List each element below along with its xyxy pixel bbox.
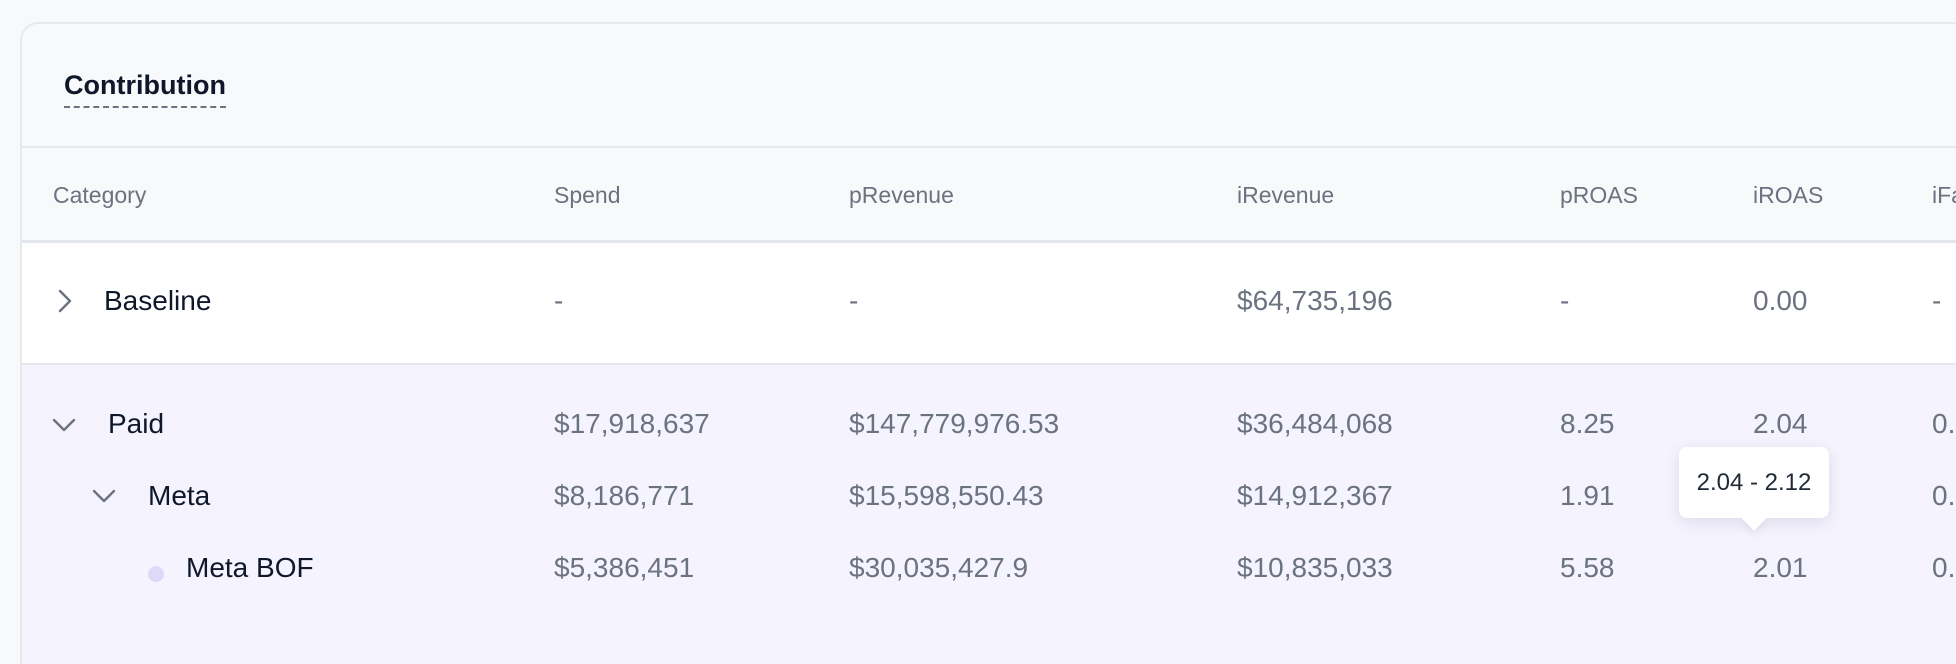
row-name-meta-bof: Meta BOF [186, 552, 314, 583]
cell-irevenue: $10,835,033 [1237, 552, 1393, 583]
cell-proas: 1.91 [1560, 480, 1615, 511]
table-row-paid[interactable]: Paid $17,918,637 $147,779,976.53 $36,484… [22, 365, 1956, 465]
cell-ifa: 0.3 [1932, 408, 1956, 439]
dot-icon [148, 566, 164, 582]
card-header: Contribution [22, 24, 1956, 148]
column-header-prevenue[interactable]: pRevenue [849, 182, 954, 208]
cell-iroas: 2.04 [1753, 408, 1808, 439]
section-title[interactable]: Contribution [64, 70, 226, 108]
row-name-paid: Paid [108, 408, 165, 439]
cell-irevenue: $64,735,196 [1237, 285, 1393, 316]
table-header: Category Spend pRevenue iRevenue pROAS i… [22, 148, 1956, 243]
cell-irevenue: $14,912,367 [1237, 480, 1393, 511]
cell-spend: $8,186,771 [554, 480, 695, 511]
column-header-spend[interactable]: Spend [554, 182, 621, 208]
cell-prevenue: $15,598,550.43 [849, 480, 1044, 511]
cell-ifa: 0.9 [1932, 480, 1956, 511]
column-header-ifa[interactable]: iFa [1932, 182, 1956, 208]
cell-spend: - [554, 285, 564, 316]
cell-iroas: 0.00 [1753, 285, 1808, 316]
column-header-irevenue[interactable]: iRevenue [1237, 182, 1335, 208]
cell-prevenue: - [849, 285, 859, 316]
column-header-iroas[interactable]: iROAS [1753, 182, 1824, 208]
chevron-down-icon[interactable] [50, 410, 78, 438]
tooltip-text: 2.04 - 2.12 [1696, 468, 1812, 496]
cell-ifa: 0.3 [1932, 552, 1956, 583]
cell-ifa: - [1932, 285, 1942, 316]
row-name-meta: Meta [148, 480, 211, 511]
table-row-meta[interactable]: Meta $8,186,771 $15,598,550.43 $14,912,3… [22, 465, 1956, 537]
table-row-baseline[interactable]: Baseline - - $64,735,196 - 0.00 - [22, 243, 1956, 365]
chevron-right-icon[interactable] [50, 287, 78, 315]
cell-spend: $17,918,637 [554, 408, 710, 439]
cell-irevenue: $36,484,068 [1237, 408, 1393, 439]
cell-prevenue: $147,779,976.53 [849, 408, 1060, 439]
row-name-baseline: Baseline [104, 285, 212, 316]
chevron-down-icon[interactable] [90, 481, 118, 509]
cell-iroas: 2.01 [1753, 552, 1808, 583]
paid-group: Paid $17,918,637 $147,779,976.53 $36,484… [22, 365, 1956, 664]
contribution-card: Contribution Category Spend pRevenue iRe… [20, 22, 1956, 664]
column-header-proas[interactable]: pROAS [1560, 182, 1638, 208]
column-header-category[interactable]: Category [53, 182, 147, 208]
cell-prevenue: $30,035,427.9 [849, 552, 1029, 583]
cell-proas: 8.25 [1560, 408, 1615, 439]
table-row-meta-bof[interactable]: Meta BOF $5,386,451 $30,035,427.9 $10,83… [22, 537, 1956, 609]
cell-spend: $5,386,451 [554, 552, 695, 583]
cell-proas: 5.58 [1560, 552, 1615, 583]
cell-proas: - [1560, 285, 1570, 316]
confidence-interval-tooltip: 2.04 - 2.12 [1679, 447, 1829, 531]
